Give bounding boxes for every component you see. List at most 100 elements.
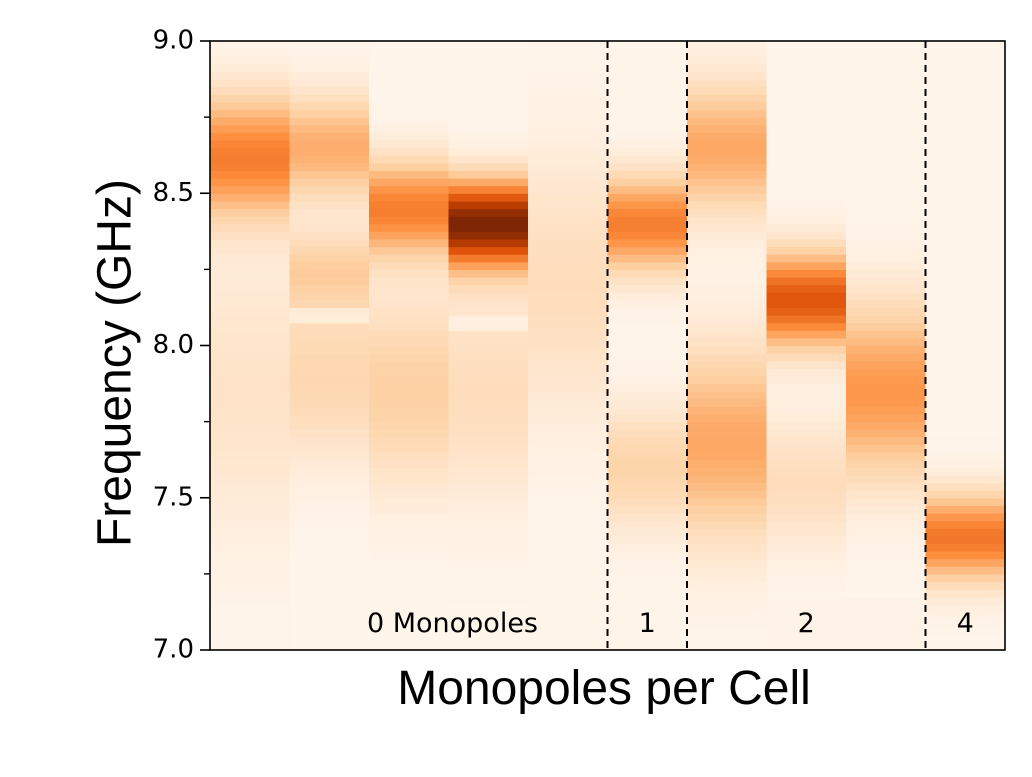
heatmap-cell: [687, 185, 768, 194]
heatmap-cell: [687, 193, 768, 202]
heatmap-cell: [528, 414, 609, 423]
heatmap-cell: [687, 315, 768, 324]
heatmap-cell: [766, 368, 847, 377]
heatmap-cell: [528, 71, 609, 80]
heatmap-cell: [925, 436, 1006, 446]
heatmap-cell: [687, 596, 768, 605]
heatmap-cell: [528, 497, 609, 506]
heatmap-cell: [369, 474, 450, 484]
heatmap-cell: [766, 345, 847, 354]
heatmap-cell: [528, 101, 609, 111]
heatmap-cell: [607, 299, 688, 309]
heatmap-cell: [766, 558, 847, 567]
heatmap-cell: [528, 276, 609, 286]
heatmap-cell: [369, 94, 450, 103]
heatmap-column: [369, 41, 450, 651]
heatmap-cell: [766, 284, 847, 293]
heatmap-cell: [210, 193, 291, 202]
heatmap-cell: [448, 185, 529, 194]
heatmap-cell: [846, 269, 927, 278]
heatmap-cell: [766, 101, 847, 111]
heatmap-cell: [210, 520, 291, 529]
heatmap-cell: [448, 467, 529, 476]
heatmap-cell: [687, 360, 768, 369]
heatmap-cell: [448, 155, 529, 164]
heatmap-cell: [369, 48, 450, 57]
heatmap-cell: [766, 269, 847, 278]
heatmap-cell: [846, 101, 927, 111]
heatmap-cell: [448, 596, 529, 605]
heatmap-cell: [607, 162, 688, 172]
heatmap-cell: [289, 391, 370, 400]
heatmap-cell: [448, 216, 529, 225]
heatmap-cell: [528, 528, 609, 537]
heatmap-cell: [925, 459, 1006, 468]
heatmap-cell: [289, 276, 370, 286]
heatmap-cell: [369, 147, 450, 156]
heatmap-cell: [766, 512, 847, 522]
heatmap-cell: [925, 178, 1006, 187]
heatmap-cell: [528, 200, 609, 210]
heatmap-cell: [289, 63, 370, 73]
heatmap-cell: [289, 139, 370, 149]
heatmap-cell: [528, 634, 609, 643]
heatmap-cell: [210, 391, 291, 400]
heatmap-cell: [687, 520, 768, 529]
heatmap-cell: [607, 56, 688, 65]
heatmap-cell: [289, 200, 370, 210]
heatmap-cell: [369, 368, 450, 377]
heatmap-cell: [607, 444, 688, 453]
heatmap-cell: [528, 231, 609, 240]
heatmap-cell: [925, 360, 1006, 369]
heatmap-cell: [528, 269, 609, 278]
heatmap-cell: [289, 535, 370, 545]
heatmap-cell: [528, 459, 609, 468]
heatmap-cell: [210, 383, 291, 392]
heatmap-cell: [607, 109, 688, 118]
heatmap-cell: [448, 147, 529, 156]
heatmap-cell: [369, 307, 450, 316]
heatmap-cell: [846, 611, 927, 621]
y-tick-label: 7.5: [153, 482, 194, 512]
heatmap-cell: [687, 627, 768, 636]
heatmap-cell: [766, 619, 847, 628]
heatmap-cell: [448, 170, 529, 179]
heatmap-cell: [766, 292, 847, 301]
heatmap-cell: [448, 101, 529, 111]
heatmap-cell: [210, 474, 291, 484]
heatmap-cell: [846, 117, 927, 126]
heatmap-cell: [766, 132, 847, 141]
heatmap-cell: [210, 200, 291, 210]
heatmap-cell: [369, 573, 450, 583]
heatmap-cell: [528, 147, 609, 156]
heatmap-cell: [925, 505, 1006, 514]
heatmap-cell: [687, 109, 768, 118]
heatmap-cell: [210, 589, 291, 598]
heatmap-cell: [210, 345, 291, 354]
heatmap-cell: [289, 611, 370, 621]
heatmap-cell: [369, 520, 450, 529]
heatmap-cell: [369, 124, 450, 133]
heatmap-cell: [607, 611, 688, 621]
heatmap-cell: [528, 375, 609, 385]
heatmap-cell: [607, 261, 688, 270]
heatmap-cell: [528, 109, 609, 118]
heatmap-cell: [846, 185, 927, 194]
heatmap-cell: [528, 315, 609, 324]
heatmap-cell: [687, 551, 768, 560]
heatmap-cell: [687, 101, 768, 111]
heatmap-cell: [687, 299, 768, 309]
heatmap-cell: [369, 383, 450, 392]
heatmap-cell: [846, 63, 927, 73]
heatmap-cell: [210, 429, 291, 438]
heatmap-cell: [289, 307, 370, 316]
heatmap-cell: [925, 543, 1006, 552]
heatmap-cell: [448, 528, 529, 537]
heatmap-cell: [289, 512, 370, 522]
heatmap-cell: [607, 482, 688, 491]
heatmap-cell: [210, 216, 291, 225]
heatmap-cell: [687, 391, 768, 400]
heatmap-cell: [369, 436, 450, 446]
heatmap-cell: [607, 193, 688, 202]
heatmap-cell: [210, 132, 291, 141]
